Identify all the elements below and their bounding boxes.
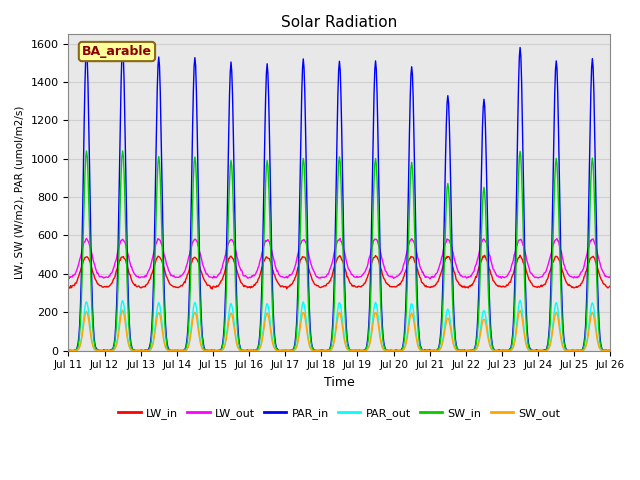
Text: BA_arable: BA_arable [82, 45, 152, 58]
Y-axis label: LW, SW (W/m2), PAR (umol/m2/s): LW, SW (W/m2), PAR (umol/m2/s) [15, 106, 25, 279]
Title: Solar Radiation: Solar Radiation [282, 15, 397, 30]
X-axis label: Time: Time [324, 376, 355, 389]
Legend: LW_in, LW_out, PAR_in, PAR_out, SW_in, SW_out: LW_in, LW_out, PAR_in, PAR_out, SW_in, S… [114, 404, 564, 423]
